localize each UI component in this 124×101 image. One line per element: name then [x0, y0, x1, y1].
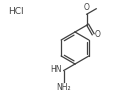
- Text: O: O: [84, 3, 90, 12]
- Text: HN: HN: [51, 65, 62, 74]
- Text: O: O: [95, 30, 101, 39]
- Text: HCl: HCl: [8, 6, 24, 15]
- Text: NH₂: NH₂: [56, 83, 71, 92]
